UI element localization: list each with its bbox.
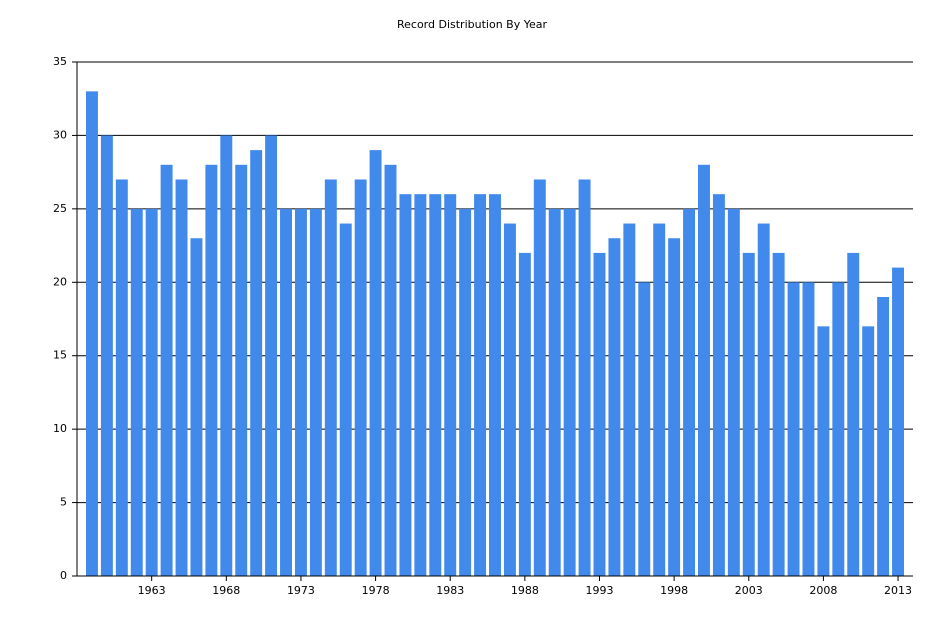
- bar: [250, 150, 263, 576]
- bar: [533, 179, 546, 576]
- x-tick-label: 1998: [660, 584, 688, 597]
- bar: [429, 194, 442, 576]
- x-tick-label: 1983: [436, 584, 464, 597]
- bar: [578, 179, 591, 576]
- bar: [727, 208, 740, 576]
- y-tick-label: 0: [60, 569, 67, 582]
- bar: [265, 135, 278, 576]
- bar: [847, 252, 860, 576]
- bar: [309, 208, 322, 576]
- bar: [489, 194, 501, 576]
- y-tick-label: 5: [60, 496, 67, 509]
- bar: [444, 194, 457, 576]
- y-tick-label: 25: [53, 202, 67, 215]
- bar: [503, 223, 516, 577]
- bar: [683, 208, 696, 576]
- bar: [190, 238, 203, 576]
- bar: [712, 194, 725, 576]
- bar: [668, 238, 681, 576]
- bar: [324, 179, 337, 576]
- bar: [145, 208, 158, 576]
- y-tick-label: 10: [53, 422, 67, 435]
- bar: [115, 179, 128, 576]
- bar: [772, 252, 785, 576]
- bar: [100, 135, 113, 576]
- bar: [742, 252, 755, 576]
- bar: [608, 238, 621, 576]
- bar: [563, 208, 576, 576]
- bar: [653, 223, 666, 577]
- bar: [459, 208, 472, 576]
- bar: [339, 223, 352, 577]
- bar: [892, 267, 905, 576]
- x-tick-label: 1978: [362, 584, 390, 597]
- bar: [294, 208, 307, 576]
- x-tick-label: 2008: [809, 584, 837, 597]
- bar: [384, 164, 397, 577]
- bar: [548, 208, 561, 576]
- x-tick-label: 1993: [585, 584, 613, 597]
- bar: [862, 326, 875, 576]
- bar: [414, 194, 427, 576]
- x-tick-label: 1973: [287, 584, 315, 597]
- x-tick-label: 1968: [212, 584, 240, 597]
- chart-title: Record Distribution By Year: [397, 18, 547, 31]
- bar: [817, 326, 830, 576]
- bar: [757, 223, 770, 577]
- bar: [369, 150, 382, 576]
- bar: [518, 252, 531, 576]
- y-tick-label: 15: [53, 349, 67, 362]
- bar: [205, 164, 218, 577]
- x-tick-label: 2013: [884, 584, 912, 597]
- bar: [832, 282, 845, 576]
- bar: [354, 179, 367, 576]
- bar: [160, 164, 173, 577]
- bar: [593, 252, 606, 576]
- x-tick-label: 1988: [511, 584, 539, 597]
- bar: [698, 164, 710, 577]
- bar: [175, 179, 188, 576]
- bar: [877, 296, 890, 576]
- y-tick-label: 35: [53, 55, 67, 68]
- bar: [130, 208, 143, 576]
- bar: [787, 282, 800, 576]
- y-tick-label: 30: [53, 128, 67, 141]
- bar: [638, 282, 651, 576]
- bar: [85, 91, 98, 576]
- bar: [474, 194, 487, 576]
- bar: [802, 282, 815, 576]
- bar: [623, 223, 636, 577]
- x-tick-label: 2003: [735, 584, 763, 597]
- x-tick-label: 1963: [138, 584, 166, 597]
- bar: [235, 164, 248, 577]
- bar: [280, 208, 292, 576]
- y-tick-label: 20: [53, 275, 67, 288]
- bar: [220, 135, 233, 576]
- bar: [399, 194, 412, 576]
